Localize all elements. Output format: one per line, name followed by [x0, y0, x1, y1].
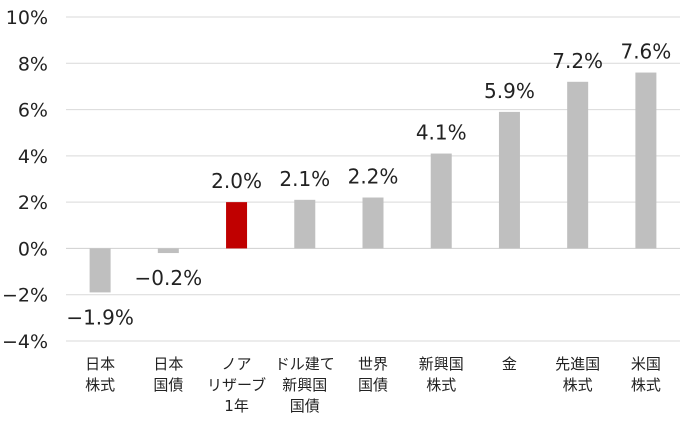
bar — [567, 81, 589, 249]
data-label: 2.2% — [348, 165, 399, 189]
category-label-line: 株式 — [631, 376, 661, 394]
category-label: 新興国株式 — [419, 355, 464, 394]
data-labels: −1.9%−0.2% 2.0% 2.1% 2.2% 4.1% 5.9% 7.2% 7.6% — [66, 40, 671, 330]
category-label-line: 株式 — [426, 376, 456, 394]
y-tick-label: −2% — [2, 285, 48, 307]
data-label: 2.1% — [279, 167, 330, 191]
category-label: ドル建て新興国国債 — [275, 355, 335, 415]
category-label-line: 国債 — [153, 376, 183, 394]
category-label-line: 米国 — [631, 355, 661, 373]
y-tick-label: 0% — [18, 238, 48, 260]
y-tick-label: −4% — [2, 331, 48, 353]
data-label: 2.0% — [211, 169, 262, 193]
category-label: 米国株式 — [631, 355, 661, 394]
y-tick-label: 8% — [18, 53, 48, 75]
bar — [635, 72, 657, 249]
category-label-line: 日本 — [85, 355, 115, 373]
category-label-line: 世界 — [358, 355, 388, 373]
category-label-line: 1年 — [224, 397, 249, 415]
bar — [89, 248, 111, 293]
category-label: 金 — [502, 355, 517, 373]
bar — [430, 153, 452, 249]
bars — [89, 72, 657, 293]
bar — [294, 199, 316, 249]
y-tick-label: 2% — [18, 192, 48, 214]
y-tick-label: 6% — [18, 100, 48, 122]
data-label: 7.6% — [620, 40, 671, 64]
category-label-line: 新興国 — [282, 376, 327, 394]
category-label-line: 株式 — [85, 376, 115, 394]
category-label-line: 国債 — [290, 397, 320, 415]
category-label: 世界国債 — [358, 355, 388, 394]
category-label: ノアリザーブ 1年 — [207, 355, 266, 415]
y-tick-label: 4% — [18, 146, 48, 168]
category-label-line: 金 — [502, 355, 517, 373]
category-label-line: 日本 — [153, 355, 183, 373]
category-label-line: 国債 — [358, 376, 388, 394]
data-label: 4.1% — [416, 121, 467, 145]
y-axis-ticks: −4% −2% 0% 2% 4% 6% 8% 10% — [2, 7, 48, 353]
category-label-line: ノア — [222, 355, 252, 373]
category-label: 日本国債 — [153, 355, 183, 394]
bar — [226, 202, 248, 249]
category-label-line: ドル建て — [275, 355, 335, 373]
category-label-line: リザーブ — [207, 376, 266, 394]
data-label: −0.2% — [135, 266, 203, 290]
y-tick-label: 10% — [6, 7, 48, 29]
bar — [157, 248, 179, 254]
data-label: 5.9% — [484, 79, 535, 103]
category-label-line: 株式 — [563, 376, 593, 394]
bar — [362, 197, 384, 249]
data-label: −1.9% — [66, 305, 134, 329]
data-label: 7.2% — [552, 49, 603, 73]
category-label-line: 先進国 — [555, 355, 600, 373]
bar — [498, 111, 520, 249]
category-label-line: 新興国 — [419, 355, 464, 373]
category-label: 先進国株式 — [555, 355, 600, 394]
category-label: 日本株式 — [85, 355, 115, 394]
